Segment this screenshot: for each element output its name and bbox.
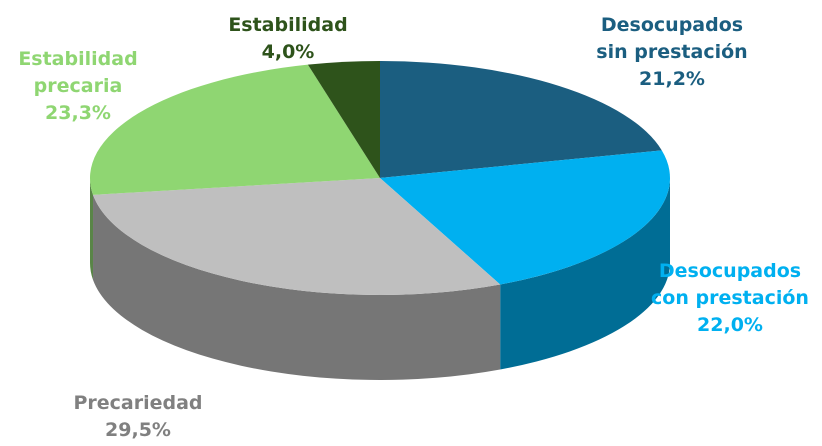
value-label: 29,5% bbox=[105, 419, 171, 441]
slice-side bbox=[500, 178, 670, 370]
slice bbox=[307, 61, 380, 178]
slice bbox=[380, 150, 670, 285]
value-label: 22,0% bbox=[697, 314, 763, 336]
value-label: 21,2% bbox=[639, 68, 705, 90]
slice-label: Desocupados con prestación 22,0% bbox=[645, 258, 815, 339]
slice bbox=[90, 64, 380, 195]
value-label: 4,0% bbox=[261, 41, 315, 63]
category-name: Desocupados sin prestación bbox=[596, 14, 748, 63]
slice-side bbox=[90, 178, 94, 280]
slice-side bbox=[93, 194, 501, 380]
value-label: 23,3% bbox=[45, 102, 111, 124]
category-name: Precariedad bbox=[73, 392, 203, 414]
category-name: Estabilidad precaria bbox=[18, 48, 138, 97]
slice-label: Estabilidad 4,0% bbox=[213, 12, 363, 66]
category-name: Estabilidad bbox=[228, 14, 348, 36]
slice-label: Estabilidad precaria 23,3% bbox=[3, 46, 153, 127]
slice-label: Desocupados sin prestación 21,2% bbox=[587, 12, 757, 93]
slice-label: Precariedad 29,5% bbox=[38, 390, 238, 444]
slice bbox=[93, 178, 501, 295]
category-name: Desocupados con prestación bbox=[651, 260, 809, 309]
slice bbox=[380, 61, 662, 178]
